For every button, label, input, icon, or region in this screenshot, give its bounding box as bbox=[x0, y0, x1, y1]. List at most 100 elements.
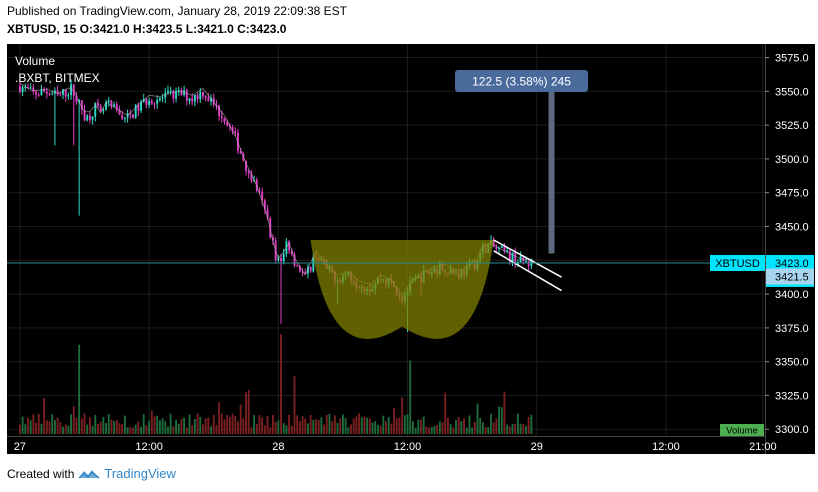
volume-bar bbox=[463, 418, 466, 434]
candle-body bbox=[191, 98, 194, 102]
candle-body bbox=[250, 173, 253, 181]
volume-bar bbox=[339, 418, 342, 434]
volume-bar bbox=[328, 413, 331, 434]
candle-body bbox=[177, 89, 180, 92]
candle-body bbox=[51, 93, 54, 95]
volume-bar bbox=[83, 413, 86, 434]
x-tick-label: 27 bbox=[14, 441, 26, 453]
volume-bar bbox=[344, 418, 347, 434]
candle-body bbox=[207, 97, 210, 102]
candle-body bbox=[199, 91, 202, 100]
volume-bar bbox=[382, 415, 385, 434]
volume-bar bbox=[180, 419, 183, 434]
volume-bar bbox=[341, 414, 344, 434]
volume-bar bbox=[121, 424, 124, 434]
volume-bar bbox=[323, 424, 326, 434]
volume-bar bbox=[164, 421, 167, 434]
volume-bar bbox=[331, 421, 334, 434]
candle-body bbox=[40, 89, 43, 96]
candle-body bbox=[282, 253, 285, 262]
volume-bar bbox=[503, 391, 506, 434]
volume-bar bbox=[484, 427, 487, 434]
volume-bar bbox=[35, 422, 38, 434]
candle-body bbox=[525, 260, 527, 262]
y-tick-label: 3325.0 bbox=[775, 390, 809, 402]
candle-body bbox=[161, 97, 164, 99]
volume-bar bbox=[247, 389, 250, 434]
candle-body bbox=[110, 100, 113, 107]
candle-body bbox=[180, 89, 183, 95]
volume-bar bbox=[395, 418, 398, 434]
published-line: Published on TradingView.com, January 28… bbox=[7, 4, 348, 18]
volume-bar bbox=[202, 424, 204, 434]
volume-bar bbox=[62, 426, 64, 434]
volume-bar bbox=[91, 425, 94, 434]
candle-body bbox=[196, 94, 199, 100]
candle-body bbox=[234, 131, 237, 133]
volume-bar bbox=[516, 413, 519, 434]
channel-upper-line bbox=[493, 239, 562, 278]
volume-bar bbox=[288, 414, 291, 434]
candle-body bbox=[290, 250, 293, 255]
candle-body bbox=[45, 91, 48, 94]
volume-bar bbox=[158, 420, 161, 434]
candle-body bbox=[32, 87, 35, 92]
candle-body bbox=[231, 126, 234, 132]
volume-bar bbox=[317, 420, 320, 434]
volume-bar bbox=[277, 420, 280, 434]
volume-bar bbox=[29, 420, 32, 434]
tradingview-logo-icon bbox=[78, 469, 100, 479]
last-price-value: 3423.0 bbox=[775, 258, 809, 270]
volume-bar bbox=[266, 416, 269, 434]
candle-body bbox=[193, 94, 196, 102]
x-tick-label: 12:00 bbox=[135, 441, 163, 453]
volume-bar bbox=[212, 414, 215, 434]
volume-bar bbox=[500, 407, 503, 434]
candle-body bbox=[75, 95, 78, 103]
volume-bar bbox=[207, 417, 210, 434]
candle-body bbox=[506, 250, 509, 252]
volume-bar bbox=[433, 425, 436, 434]
candle-body bbox=[522, 256, 525, 262]
volume-bar bbox=[325, 415, 328, 434]
volume-bar bbox=[460, 421, 463, 434]
volume-bar bbox=[280, 334, 282, 434]
volume-bar bbox=[525, 426, 527, 434]
candle-body bbox=[296, 265, 299, 267]
volume-bar bbox=[446, 417, 449, 434]
tradingview-brand[interactable]: TradingView bbox=[104, 466, 176, 481]
volume-bar bbox=[430, 426, 433, 434]
candle-body bbox=[24, 87, 27, 89]
volume-bar bbox=[487, 427, 490, 434]
volume-bar bbox=[53, 420, 56, 434]
volume-bar bbox=[519, 423, 522, 434]
volume-bar bbox=[511, 424, 514, 434]
x-tick-label: 28 bbox=[272, 441, 284, 453]
price-axis-pane bbox=[765, 44, 815, 454]
volume-bar bbox=[220, 413, 223, 434]
volume-bar bbox=[239, 404, 242, 434]
y-tick-label: 3575.0 bbox=[775, 53, 809, 65]
secondary-price-tag bbox=[766, 268, 814, 285]
candle-body bbox=[18, 85, 21, 92]
volume-bar bbox=[134, 424, 137, 434]
volume-bar bbox=[245, 392, 247, 434]
volume-bar bbox=[129, 427, 132, 434]
candle-body bbox=[67, 94, 70, 97]
volume-bar bbox=[231, 413, 234, 434]
volume-bar bbox=[406, 413, 409, 434]
volume-bar bbox=[48, 421, 51, 434]
volume-bar bbox=[193, 419, 196, 434]
volume-bar bbox=[64, 424, 67, 434]
volume-bar bbox=[479, 417, 482, 434]
volume-bar bbox=[228, 416, 231, 434]
measure-label: 122.5 (3.58%) 245 bbox=[472, 75, 571, 89]
volume-bar bbox=[428, 427, 431, 434]
volume-bar bbox=[94, 415, 97, 434]
candle-body bbox=[113, 104, 116, 107]
created-with-label: Created with bbox=[7, 466, 75, 481]
volume-bar bbox=[414, 427, 417, 434]
volume-bar bbox=[274, 422, 277, 434]
volume-bar bbox=[142, 414, 145, 434]
